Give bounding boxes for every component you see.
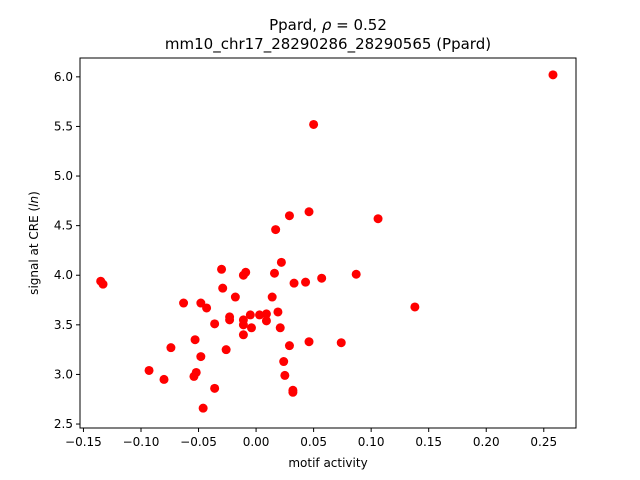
x-tick-label: 0.20 bbox=[473, 435, 500, 449]
data-point bbox=[288, 387, 298, 397]
y-tick-label: 5.0 bbox=[54, 169, 73, 183]
data-point bbox=[304, 337, 314, 347]
data-point bbox=[261, 309, 271, 319]
x-tick-label: 0.00 bbox=[243, 435, 270, 449]
data-point bbox=[246, 323, 256, 333]
data-point bbox=[159, 374, 169, 384]
x-tick-label: −0.15 bbox=[65, 435, 102, 449]
data-point bbox=[548, 70, 558, 80]
data-point bbox=[190, 335, 200, 345]
data-point bbox=[276, 257, 286, 267]
data-point bbox=[351, 269, 361, 279]
y-tick-label: 3.0 bbox=[54, 367, 73, 381]
y-tick-label: 4.5 bbox=[54, 219, 73, 233]
data-point bbox=[202, 303, 212, 313]
y-axis-label: signal at CRE (ln) bbox=[27, 191, 41, 295]
data-point bbox=[301, 277, 311, 287]
data-point bbox=[238, 320, 248, 330]
data-point bbox=[284, 211, 294, 221]
data-points bbox=[96, 70, 558, 413]
data-point bbox=[98, 279, 108, 289]
data-point bbox=[289, 278, 299, 288]
data-point bbox=[238, 270, 248, 280]
data-point bbox=[196, 352, 206, 362]
data-point bbox=[373, 214, 383, 224]
data-point bbox=[284, 341, 294, 351]
data-point bbox=[189, 371, 199, 381]
y-tick-label: 6.0 bbox=[54, 70, 73, 84]
x-tick-label: −0.10 bbox=[123, 435, 160, 449]
data-point bbox=[317, 273, 327, 283]
data-point bbox=[198, 403, 208, 413]
data-point bbox=[336, 338, 346, 348]
y-tick-label: 5.5 bbox=[54, 119, 73, 133]
data-point bbox=[210, 383, 220, 393]
y-axis-ticks: 2.5 3.0 3.5 4.0 4.5 5.0 5.5 6.0 bbox=[54, 70, 80, 431]
data-point bbox=[309, 119, 319, 129]
data-point bbox=[144, 365, 154, 375]
data-point bbox=[304, 207, 314, 217]
chart-title-line1: Ppard, ρ = 0.52 bbox=[269, 16, 387, 34]
data-point bbox=[279, 357, 289, 367]
data-point bbox=[166, 343, 176, 353]
data-point bbox=[271, 225, 281, 235]
data-point bbox=[261, 316, 271, 326]
data-point bbox=[273, 307, 283, 317]
x-tick-label: 0.05 bbox=[300, 435, 327, 449]
data-point bbox=[267, 292, 277, 302]
data-point bbox=[221, 345, 231, 355]
y-tick-label: 2.5 bbox=[54, 417, 73, 431]
data-point bbox=[410, 302, 420, 312]
plot-frame bbox=[79, 57, 577, 429]
x-tick-label: 0.10 bbox=[358, 435, 385, 449]
x-tick-label: 0.15 bbox=[415, 435, 442, 449]
data-point bbox=[280, 370, 290, 380]
data-point bbox=[269, 268, 279, 278]
x-axis-ticks: −0.15 −0.10 −0.05 0.00 0.05 0.10 0.15 0.20 0.25 bbox=[65, 428, 557, 449]
chart-title-line2: mm10_chr17_28290286_28290565 (Ppard) bbox=[165, 35, 491, 54]
data-point bbox=[238, 330, 248, 340]
x-tick-label: −0.05 bbox=[180, 435, 217, 449]
data-point bbox=[218, 283, 228, 293]
x-tick-label: 0.25 bbox=[530, 435, 557, 449]
data-point bbox=[230, 292, 240, 302]
data-point bbox=[210, 319, 220, 329]
y-tick-label: 3.5 bbox=[54, 318, 73, 332]
data-point bbox=[179, 298, 189, 308]
data-point bbox=[225, 315, 235, 325]
data-point bbox=[245, 310, 255, 320]
data-point bbox=[275, 323, 285, 333]
y-tick-label: 4.0 bbox=[54, 268, 73, 282]
data-point bbox=[217, 264, 227, 274]
data-point bbox=[255, 310, 265, 320]
x-axis-label: motif activity bbox=[288, 456, 367, 470]
